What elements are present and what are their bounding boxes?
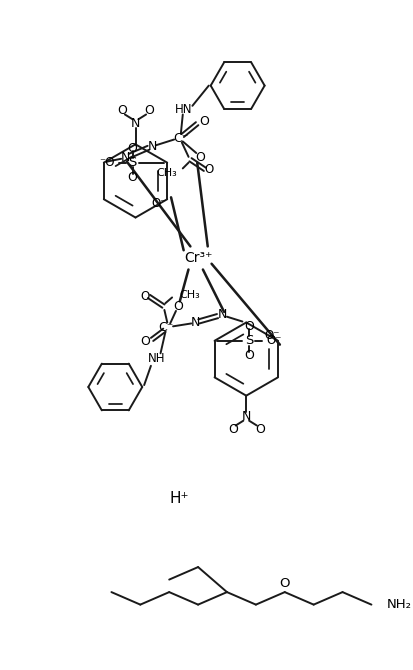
Text: O: O [144,104,154,117]
Text: HN: HN [175,103,192,116]
Text: O: O [195,151,204,164]
Text: O: O [140,335,150,348]
Text: O: O [127,171,137,184]
Text: C⁻: C⁻ [158,321,173,334]
Text: O: O [279,577,290,590]
Text: CH₃: CH₃ [156,168,177,178]
Text: S: S [128,156,136,169]
Text: N: N [131,117,140,130]
Text: CH₃: CH₃ [179,289,200,299]
Text: O: O [117,104,127,117]
Text: NH₂: NH₂ [386,598,411,611]
Text: ⁻O: ⁻O [100,156,115,169]
Text: O: O [199,115,209,128]
Text: N: N [190,316,199,329]
Text: O: O [254,423,264,436]
Text: O: O [173,299,183,313]
Text: O: O [127,141,137,155]
Text: O: O [204,163,213,176]
Text: O: O [140,290,150,303]
Text: NH: NH [147,352,165,364]
Text: N: N [217,308,226,322]
Text: N: N [120,151,129,164]
Text: O⁻: O⁻ [264,330,279,342]
Text: O: O [244,320,254,333]
Text: H⁺: H⁺ [169,491,188,507]
Text: N: N [147,140,156,153]
Text: O⁻: O⁻ [266,334,281,347]
Text: O: O [227,423,237,436]
Text: N: N [241,410,250,423]
Text: C⁻: C⁻ [173,132,188,145]
Text: O⁻: O⁻ [152,196,167,210]
Text: S: S [244,334,253,347]
Text: Cr³⁺: Cr³⁺ [183,251,212,265]
Text: O: O [244,348,254,362]
